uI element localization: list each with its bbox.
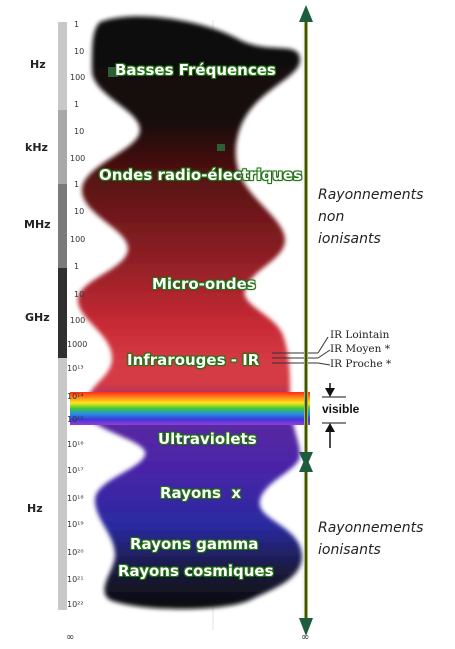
tick-label: 10¹⁶: [67, 440, 84, 449]
tick-label: 100: [70, 316, 86, 325]
region-ionizing-line-1: Rayonnements: [318, 520, 424, 536]
visible-arrow-up-head: [325, 423, 335, 432]
band-rayons-cosmiques: Rayons cosmiques: [118, 562, 274, 580]
band-ultraviolets: Ultraviolets: [158, 430, 257, 448]
region-non-ionizing-line-2: non: [318, 209, 345, 225]
band-rayons-x: Rayons x: [160, 484, 242, 502]
accent-square-2: [217, 144, 225, 151]
accent-square-1: [108, 67, 118, 77]
tick-label: 10¹⁴: [67, 392, 84, 401]
tick-label: 1: [74, 262, 80, 271]
tick-label: 1: [74, 20, 80, 29]
tick-label: 100: [70, 235, 86, 244]
unit-hz-bottom: Hz: [27, 502, 43, 515]
ir-leader-slant-3: [317, 362, 331, 366]
band-rayons-gamma: Rayons gamma: [130, 535, 259, 553]
spectrum-wave: [78, 16, 303, 609]
scale-segment-hz: [58, 22, 67, 110]
tick-label: 10: [74, 127, 85, 136]
ir-leader-slant-2: [317, 349, 331, 359]
scale-segment-ghz: [58, 268, 67, 358]
visible-arrow-down-head: [325, 388, 335, 397]
tick-label: 1: [74, 100, 80, 109]
band-basses-frequences: Basses Fréquences: [115, 61, 276, 79]
band-micro-ondes: Micro-ondes: [152, 275, 256, 293]
region-ionizing-line-2: ionisants: [318, 542, 381, 558]
region-non-ionizing-line-1: Rayonnements: [318, 187, 424, 203]
ir-lointain-label: IR Lointain: [330, 329, 390, 341]
tick-label: 10: [74, 290, 85, 299]
tick-label: 1: [74, 180, 80, 189]
tick-label: 10²¹: [67, 575, 84, 584]
infinity-mark-left: ∞: [66, 632, 75, 643]
tick-label: 10¹⁷: [67, 466, 84, 475]
tick-label: 1000: [67, 340, 88, 349]
tick-label: 10²⁰: [67, 548, 84, 557]
tick-label: 10¹³: [67, 364, 84, 373]
unit-mhz: MHz: [24, 218, 51, 231]
tick-label: 10¹⁵: [67, 415, 84, 424]
non-ionizing-arrow-top: [299, 5, 313, 22]
tick-label: 10¹⁸: [67, 494, 84, 503]
band-infrarouges: Infrarouges - IR: [127, 351, 260, 369]
tick-label: 10¹⁹: [67, 520, 84, 529]
ionizing-arrow-top: [299, 456, 313, 472]
scale-segment-khz: [58, 110, 67, 184]
tick-label: 10²²: [67, 600, 84, 609]
region-non-ionizing: Rayonnements non ionisants: [318, 184, 423, 250]
band-ondes-radio: Ondes radio-électriques: [99, 166, 303, 184]
visible-band: [70, 392, 310, 425]
scale-segment-mhz: [58, 184, 67, 268]
visible-label: visible: [322, 402, 360, 416]
ionizing-arrow-bottom: [299, 618, 313, 636]
tick-label: 10: [74, 47, 85, 56]
unit-hz-top: Hz: [30, 58, 46, 71]
tick-label: 100: [70, 73, 86, 82]
ir-moyen-label: IR Moyen *: [330, 343, 390, 355]
scale-segment-hz-high: [58, 358, 67, 610]
tick-label: 100: [70, 154, 86, 163]
unit-khz: kHz: [25, 141, 48, 154]
region-ionizing: Rayonnements ionisants: [318, 517, 423, 561]
tick-label: 10: [74, 207, 85, 216]
region-non-ionizing-line-3: ionisants: [318, 231, 381, 247]
unit-ghz: GHz: [25, 311, 50, 324]
infinity-mark-right: ∞: [301, 632, 310, 643]
ir-leader-slant-1: [317, 336, 329, 354]
ir-proche-label: IR Proche *: [330, 358, 392, 370]
